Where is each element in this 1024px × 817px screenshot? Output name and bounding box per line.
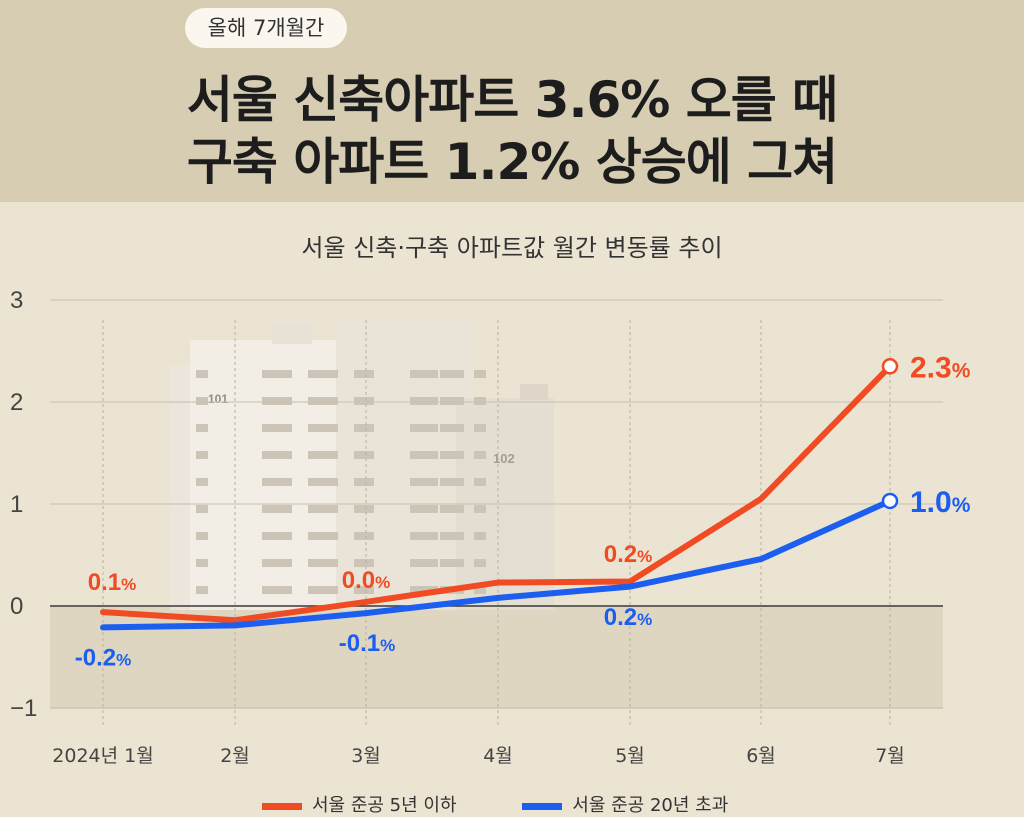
x-tick-label: 7월 [875, 745, 905, 767]
period-badge: 올해 7개월간 [185, 8, 347, 48]
headline-line-2: 구축 아파트 1.2% 상승에 그쳐 [186, 133, 838, 191]
data-label: 0.2% [604, 604, 653, 631]
legend-swatch-old [522, 802, 563, 810]
legend: 서울 준공 5년 이하 서울 준공 20년 초과 [262, 791, 788, 816]
y-tick-label: 0 [10, 593, 23, 620]
x-tick-label: 2024년 1월 [52, 745, 153, 767]
legend-label-new: 서울 준공 5년 이하 [312, 795, 457, 816]
data-label: -0.2% [75, 644, 131, 671]
x-tick-label: 6월 [746, 745, 776, 767]
negative-region [50, 606, 943, 709]
y-tick-label: 1 [10, 491, 23, 518]
chart-title: 서울 신축·구축 아파트값 월간 변동률 추이 [301, 234, 723, 262]
data-label: 0.1% [88, 569, 137, 596]
x-tick-label: 3월 [351, 745, 381, 767]
y-tick-label: −1 [10, 695, 37, 722]
legend-label-old: 서울 준공 20년 초과 [572, 795, 729, 816]
building-label-101: 101 [208, 392, 228, 406]
x-tick-label: 4월 [483, 745, 513, 767]
x-tick-label: 2월 [220, 745, 250, 767]
data-label: 1.0% [910, 486, 971, 519]
series-line-new [100, 363, 893, 624]
building-label-102: 102 [493, 451, 515, 466]
headline-line-1: 서울 신축아파트 3.6% 오를 때 [186, 71, 838, 129]
x-tick-label: 5월 [615, 745, 645, 767]
end-marker [881, 358, 899, 375]
y-tick-label: 3 [10, 287, 23, 314]
legend-item-old: 서울 준공 20년 초과 [522, 791, 728, 817]
y-tick-label: 2 [10, 389, 23, 416]
legend-swatch-new [262, 802, 302, 810]
end-marker [881, 492, 899, 510]
legend-item-new: 서울 준공 5년 이하 [262, 791, 457, 817]
data-label: 2.3% [910, 351, 971, 384]
series-line-old [100, 497, 893, 631]
data-label: 0.2% [604, 541, 653, 568]
header-banner: 올해 7개월간 서울 신축아파트 3.6% 오를 때 구축 아파트 1.2% 상… [0, 0, 1024, 202]
